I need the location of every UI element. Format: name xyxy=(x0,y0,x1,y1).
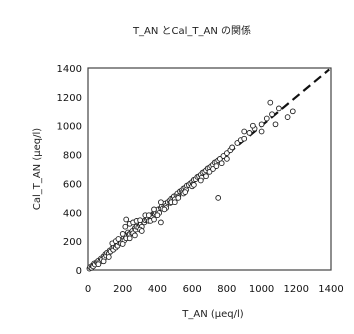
data-point xyxy=(175,195,182,201)
data-point xyxy=(138,228,145,234)
data-point xyxy=(151,216,157,223)
x-tick-label: 800 xyxy=(217,284,236,295)
data-point xyxy=(203,173,209,180)
y-tick-label: 800 xyxy=(63,151,82,162)
data-point xyxy=(272,121,279,128)
y-axis-ticks: 0 200 400 600 800 1000 1200 1400 xyxy=(57,64,82,277)
data-point xyxy=(182,189,189,195)
x-tick-label: 1000 xyxy=(249,284,274,295)
data-point xyxy=(100,258,107,265)
data-points xyxy=(86,99,296,272)
data-point xyxy=(241,128,248,135)
data-point xyxy=(263,115,270,122)
data-point xyxy=(246,130,253,136)
data-point xyxy=(206,169,213,175)
data-point xyxy=(158,219,164,226)
data-point xyxy=(284,114,291,120)
x-tick-label: 600 xyxy=(183,284,202,295)
y-tick-label: 600 xyxy=(63,179,82,190)
data-point xyxy=(241,135,248,142)
data-point xyxy=(126,235,133,242)
data-point xyxy=(218,160,225,167)
data-point xyxy=(276,105,282,112)
data-point xyxy=(191,182,197,188)
data-point xyxy=(95,261,102,268)
data-point xyxy=(154,212,161,219)
data-point xyxy=(250,122,256,129)
data-point xyxy=(258,121,265,128)
x-tick-label: 200 xyxy=(113,284,132,295)
data-point xyxy=(122,223,129,230)
data-point xyxy=(119,241,126,247)
x-tick-label: 0 xyxy=(85,284,91,295)
x-tick-label: 400 xyxy=(148,284,167,295)
y-axis-label: Cal_T_AN (μeq/l) xyxy=(32,128,43,210)
data-point xyxy=(151,206,157,213)
data-point xyxy=(197,177,204,184)
data-point xyxy=(229,144,235,151)
data-point xyxy=(115,236,122,242)
chart-title: T_AN とCal_T_AN の関係 xyxy=(132,25,251,37)
data-point xyxy=(145,212,152,219)
data-point xyxy=(213,163,220,169)
data-point xyxy=(158,199,164,206)
y-tick-label: 200 xyxy=(63,237,82,248)
x-axis-ticks: 0 200 400 600 800 1000 1200 1400 xyxy=(85,284,344,295)
y-tick-label: 400 xyxy=(63,208,82,219)
data-point xyxy=(258,128,265,135)
data-point xyxy=(289,108,296,115)
y-tick-label: 1200 xyxy=(57,93,82,104)
data-point xyxy=(137,217,143,224)
data-point xyxy=(171,199,178,206)
data-point xyxy=(123,216,130,223)
data-point xyxy=(269,111,275,118)
y-tick-label: 1000 xyxy=(57,122,82,133)
plot-area xyxy=(87,67,332,271)
x-axis-label: T_AN (μeq/l) xyxy=(181,309,244,320)
data-point xyxy=(224,156,230,162)
x-tick-label: 1400 xyxy=(318,284,343,295)
data-point xyxy=(267,99,274,106)
y-tick-label: 1400 xyxy=(57,64,82,75)
data-point xyxy=(132,232,138,239)
data-point xyxy=(161,206,168,213)
data-point xyxy=(119,231,126,237)
y-tick-label: 0 xyxy=(76,266,82,277)
data-point xyxy=(220,153,227,159)
data-point xyxy=(215,195,222,201)
data-point xyxy=(105,254,112,260)
x-tick-label: 1200 xyxy=(284,284,309,295)
